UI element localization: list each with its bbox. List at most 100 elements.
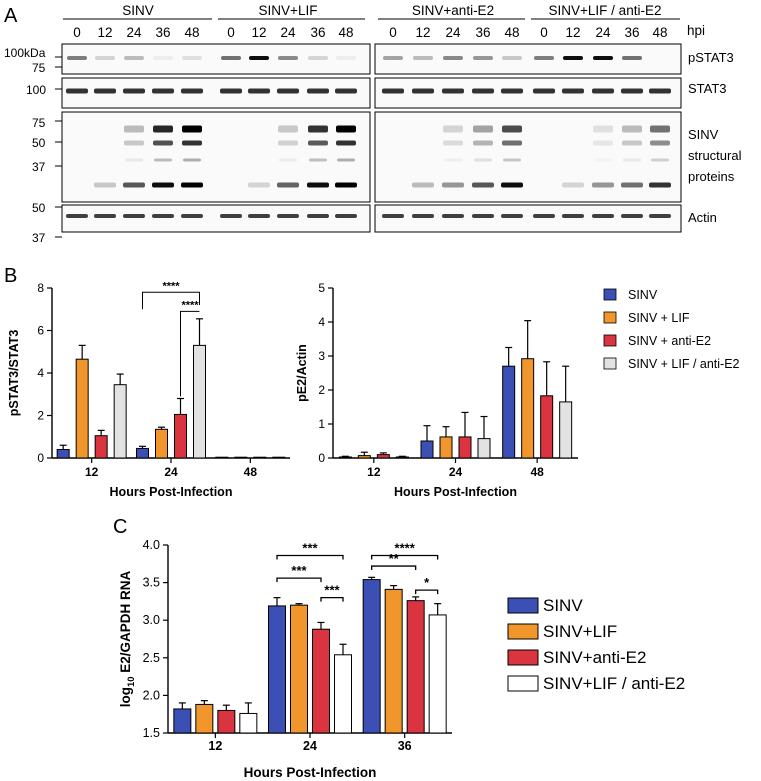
bar	[376, 454, 390, 459]
bar	[136, 447, 149, 459]
band-stat3	[248, 88, 270, 94]
band-pstat3	[383, 56, 403, 60]
bar	[559, 401, 573, 459]
band-pstat3	[278, 56, 298, 60]
band-stat3	[94, 88, 116, 94]
legend-c-label-1: SINV+LIF	[543, 622, 617, 641]
timepoint-label: 0	[540, 25, 548, 40]
band-sinv-e2	[124, 125, 144, 133]
band-stat3	[382, 88, 404, 94]
significance-bracket	[276, 554, 344, 560]
legend-c-label-3: SINV+LIF / anti-E2	[543, 674, 685, 693]
bar	[420, 440, 434, 459]
y-axis-label: pE2/Actin	[295, 344, 309, 402]
blot-label-sinv-line3: proteins	[688, 169, 735, 184]
band-sinv-capsid	[412, 182, 434, 188]
band-actin	[307, 214, 329, 218]
bar	[195, 703, 214, 734]
x-tick-label: 24	[303, 739, 317, 753]
band-sinv-minor	[125, 158, 143, 162]
band-sinv-minor	[279, 158, 297, 162]
band-actin	[533, 214, 555, 218]
legend-c-swatch-2	[507, 649, 539, 666]
x-tick-label: 48	[244, 465, 258, 479]
band-sinv-minor	[309, 158, 327, 162]
bar	[215, 456, 229, 459]
band-actin	[277, 214, 299, 218]
band-sinv-e1	[153, 140, 173, 146]
band-sinv-capsid	[501, 182, 523, 188]
bar	[290, 604, 308, 734]
timepoint-label: 48	[338, 25, 353, 40]
band-sinv-e1	[278, 140, 298, 146]
timepoint-label: 0	[73, 25, 81, 40]
hpi-label: hpi	[687, 23, 705, 38]
band-sinv-capsid	[621, 182, 643, 188]
band-stat3	[220, 88, 242, 94]
timepoint-label: 24	[280, 25, 296, 40]
band-pstat3	[336, 56, 356, 60]
timepoint-label: 36	[155, 25, 170, 40]
band-sinv-minor	[337, 158, 355, 162]
band-sinv-capsid	[649, 182, 671, 188]
band-sinv-minor	[503, 158, 521, 162]
band-sinv-capsid	[248, 182, 270, 188]
bar	[477, 438, 491, 459]
bar	[113, 384, 127, 459]
timepoint-label: 36	[310, 25, 325, 40]
y-tick-label: 6	[37, 324, 44, 338]
band-sinv-minor	[474, 158, 492, 162]
band-pstat3	[473, 56, 493, 60]
y-tick-label: 4	[318, 315, 325, 329]
band-actin	[412, 214, 434, 218]
timepoint-label: 48	[652, 25, 667, 40]
bar	[193, 344, 206, 459]
y-tick-label: 4.0	[143, 538, 160, 552]
bar	[540, 395, 554, 459]
y-axis-label-subscript: 10	[126, 677, 137, 688]
y-tick-label: 2.0	[143, 688, 160, 702]
bar	[384, 588, 403, 734]
y-tick-label: 3.0	[143, 613, 160, 627]
legend-b-swatch-3	[603, 357, 617, 370]
marker-75-pstat3: 75	[32, 61, 46, 75]
band-pstat3	[182, 56, 202, 60]
band-pstat3	[67, 56, 87, 60]
band-actin	[220, 214, 242, 218]
bar	[312, 628, 330, 734]
y-tick-label: 8	[37, 281, 44, 295]
band-sinv-e2	[502, 125, 522, 133]
band-actin	[335, 214, 357, 218]
significance-bracket	[180, 310, 200, 397]
x-tick-label: 24	[449, 465, 463, 479]
band-pstat3	[221, 56, 241, 60]
band-sinv-e2	[182, 125, 202, 133]
significance-label: ***	[324, 583, 340, 598]
group-label-sinv: SINV	[122, 3, 154, 18]
bar	[56, 449, 70, 459]
band-pstat3	[124, 56, 144, 60]
band-pstat3	[153, 56, 173, 60]
blot-label-sinv-line2: structural	[688, 148, 742, 163]
panel-a-label: A	[4, 5, 18, 27]
band-pstat3	[502, 56, 522, 60]
band-actin	[442, 214, 464, 218]
bar	[234, 456, 248, 459]
marker-100-stat3: 100	[26, 83, 46, 97]
significance-label: *	[424, 575, 430, 590]
x-tick-label: 12	[85, 465, 99, 479]
y-tick-label: 5	[318, 281, 325, 295]
band-sinv-minor	[623, 158, 641, 162]
y-tick-label: 2	[37, 409, 44, 423]
bar	[272, 456, 286, 459]
legend-c-swatch-0	[507, 597, 539, 614]
timepoint-label: 12	[565, 25, 580, 40]
bar	[406, 600, 425, 734]
band-stat3	[592, 88, 614, 94]
bar	[217, 709, 236, 734]
band-stat3	[181, 88, 203, 94]
band-sinv-e1	[336, 140, 356, 146]
band-actin	[472, 214, 494, 218]
legend-b-label-2: SINV + anti-E2	[628, 334, 711, 348]
timepoint-label: 0	[389, 25, 397, 40]
